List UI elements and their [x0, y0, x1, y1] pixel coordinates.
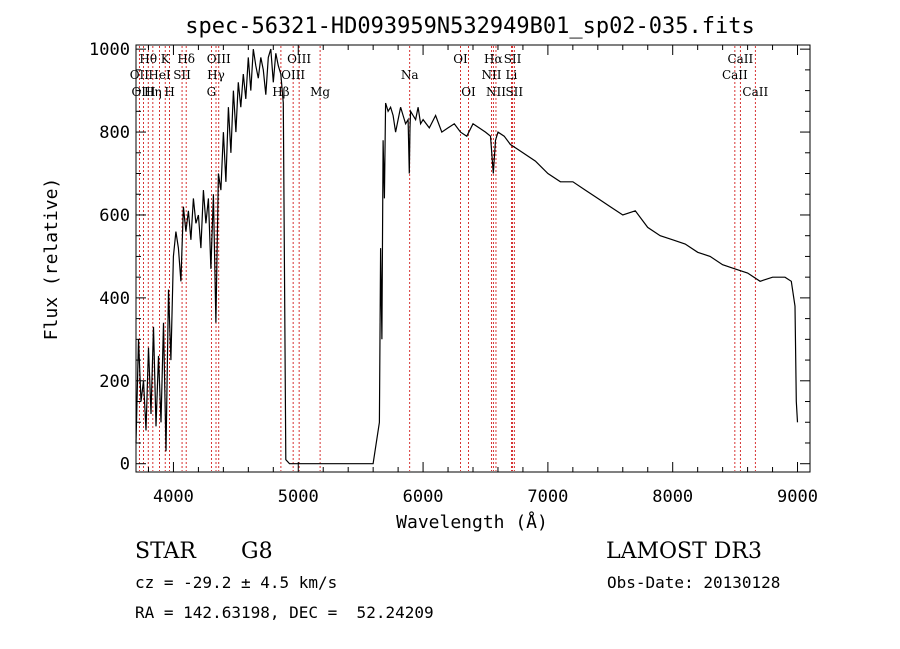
- spectral-line-label: OI: [453, 52, 468, 66]
- chart-title: spec-56321-HD093959N532949B01_sp02-035.f…: [185, 14, 755, 39]
- spectral-line-label: Hη: [144, 85, 162, 99]
- spectral-line-label: OIII: [131, 85, 155, 99]
- x-tick-label: 4000: [153, 487, 194, 507]
- y-tick-label: 400: [99, 289, 130, 309]
- redshift-label: cz = -29.2 ± 4.5 km/s: [135, 573, 338, 592]
- y-tick-label: 800: [99, 123, 130, 143]
- x-tick-label: 9000: [777, 487, 818, 507]
- y-tick-label: 1000: [89, 40, 130, 60]
- survey-label: LAMOST DR3: [606, 539, 762, 564]
- y-tick-label: 200: [99, 372, 130, 392]
- spectral-line-label: SII: [504, 52, 522, 66]
- y-tick-label: 0: [120, 455, 130, 475]
- spectral-line-label: Hδ: [177, 52, 195, 66]
- spectral-line-label: K: [161, 52, 171, 66]
- spectral-line-label: Hθ: [139, 52, 157, 66]
- spectral-line-label: HeI: [148, 68, 171, 82]
- spectral-line-labels: Hθ OII OIII K HeI Hη SII H Hδ OIII Hγ G OIII OIII Hβ Mg…: [130, 52, 769, 99]
- y-tick-label: 600: [99, 206, 130, 226]
- x-tick-label: 5000: [278, 487, 319, 507]
- spectral-line-label: H: [164, 85, 174, 99]
- spectral-line-label: SII: [505, 85, 523, 99]
- spectral-line-label: OII: [130, 68, 150, 82]
- x-tick-label: 6000: [403, 487, 444, 507]
- x-tick-label: 8000: [652, 487, 693, 507]
- spectral-line-label: OI: [461, 85, 476, 99]
- spectral-line-label: CaII: [722, 68, 748, 82]
- spectral-line-label: Na: [401, 68, 419, 82]
- spectral-line-label: SII: [173, 68, 191, 82]
- spectral-line-label: CaII: [727, 52, 753, 66]
- subclass-label: G8: [241, 539, 273, 564]
- obs-date-label: Obs-Date: 20130128: [607, 573, 781, 592]
- spectral-line-markers: [138, 46, 756, 471]
- spectral-line-label: OIII: [207, 52, 231, 66]
- spectral-line-label: Li: [506, 68, 518, 82]
- spectral-line-label: Mg: [310, 85, 330, 99]
- x-tick-label: 7000: [527, 487, 568, 507]
- x-axis-ticks: 4000 5000 6000 7000 8000 9000: [147, 45, 818, 507]
- flux-line: [135, 48, 799, 465]
- spectral-line-label: CaII: [742, 85, 768, 99]
- spectral-line-label: Hγ: [207, 68, 225, 82]
- x-axis-label: Wavelength (Å): [396, 511, 548, 533]
- spectral-line-label: OIII: [287, 52, 311, 66]
- class-label: STAR: [135, 539, 196, 564]
- spectral-line-label: G: [207, 85, 217, 99]
- y-axis-ticks: 0 200 400 600 800 1000: [89, 40, 810, 475]
- coordinates-label: RA = 142.63198, DEC = 52.24209: [135, 603, 434, 622]
- spectral-line-label: Hα: [484, 52, 503, 66]
- spectral-line-label: Hβ: [272, 85, 289, 99]
- y-axis-label: Flux (relative): [41, 178, 62, 341]
- spectral-line-label: NII: [481, 68, 501, 82]
- spectral-line-label: OIII: [281, 68, 305, 82]
- spectral-line-label: NII: [486, 85, 506, 99]
